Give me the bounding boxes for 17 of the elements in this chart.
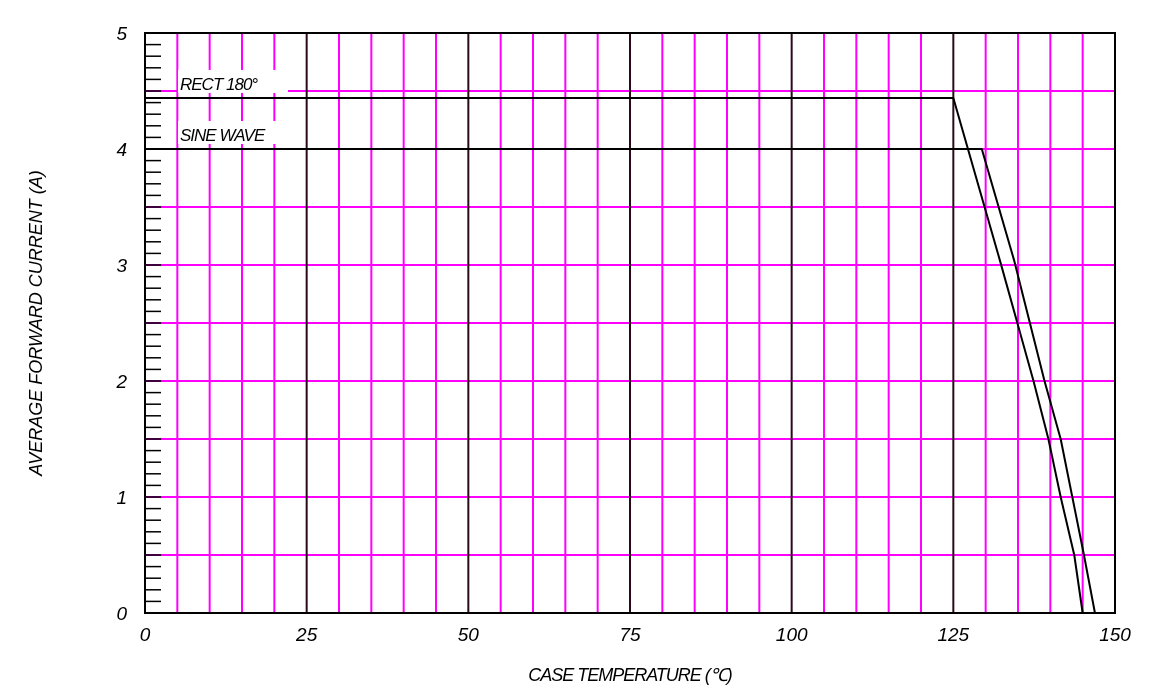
y-tick-label: 4 [116,139,127,160]
legend-label: RECT 180° [180,74,259,94]
x-tick-label: 125 [937,624,970,645]
y-tick-label: 0 [116,603,128,624]
x-tick-label: 50 [457,624,480,645]
x-tick-label: 100 [775,624,808,645]
x-tick-label: 25 [295,624,318,645]
y-tick-label: 5 [116,23,128,44]
x-axis-title: CASE TEMPERATURE (℃) [528,665,732,685]
y-axis-title: AVERAGE FORWARD CURRENT (A) [26,170,46,477]
x-tick-label: 0 [139,624,151,645]
y-tick-label: 1 [116,487,127,508]
y-tick-label: 2 [115,371,128,392]
x-tick-label: 150 [1099,624,1132,645]
x-tick-label: 75 [619,624,641,645]
legend-label: SINE WAVE [180,126,266,145]
y-tick-label: 3 [116,255,128,276]
